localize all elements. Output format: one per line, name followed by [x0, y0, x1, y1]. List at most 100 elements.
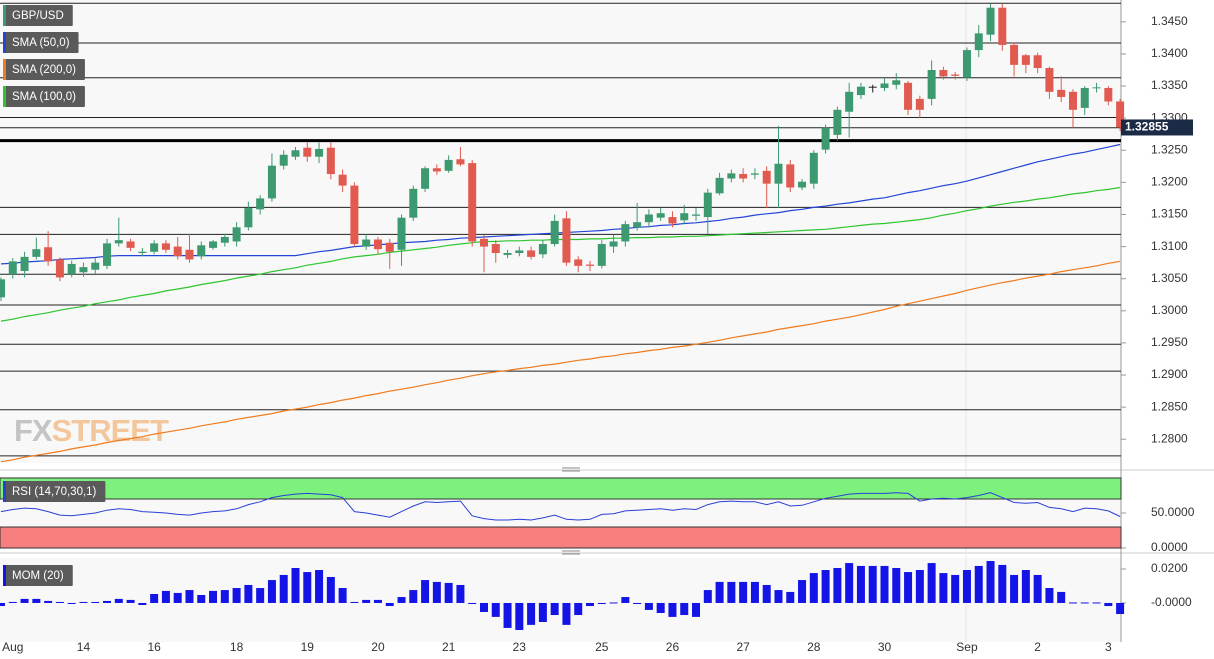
candle-body	[232, 227, 241, 242]
candle-body	[385, 242, 394, 252]
mom-bar	[267, 580, 276, 603]
candle-body	[621, 224, 630, 242]
candle-body	[609, 241, 618, 247]
candle-body	[244, 208, 253, 228]
candle-body	[67, 263, 76, 275]
candle-body	[951, 74, 960, 76]
candle-body	[774, 163, 783, 184]
mom-bar	[597, 602, 606, 604]
candle-body	[421, 168, 430, 189]
mom-bar	[538, 602, 547, 622]
mom-bar	[586, 602, 594, 607]
x-tick-label: 30	[878, 640, 892, 654]
candle-body	[326, 147, 335, 175]
y-tick-label: 1.3350	[1151, 78, 1188, 92]
y-tick-label: 1.3450	[1151, 14, 1188, 28]
candle-body	[491, 244, 500, 254]
candle-body	[209, 241, 218, 248]
mom-bar	[644, 602, 653, 610]
mom-bar	[609, 602, 618, 604]
candle-body	[1057, 89, 1066, 97]
x-tick-label: 21	[442, 640, 456, 654]
mom-bar	[915, 570, 924, 603]
candle-body	[538, 244, 547, 255]
candle-body	[409, 188, 418, 218]
mom-bar	[939, 573, 948, 603]
y-tick-label: 1.2800	[1151, 431, 1188, 445]
legend-label: SMA (100,0)	[12, 91, 76, 103]
mom-bar	[20, 598, 29, 603]
mom-bar	[197, 594, 206, 603]
candle-body	[633, 222, 642, 228]
oversold-band	[0, 526, 1122, 549]
x-tick-label: 19	[301, 640, 315, 654]
candle-body	[1033, 55, 1042, 69]
candle-body	[456, 159, 465, 165]
candle-body	[1021, 55, 1030, 65]
mom-bar	[126, 599, 135, 603]
mom-bar	[491, 602, 500, 617]
legend-label: MOM (20)	[12, 570, 64, 582]
mom-bar	[833, 567, 842, 603]
candle-body	[715, 177, 724, 194]
resize-handle[interactable]	[562, 467, 580, 555]
mom-bar	[44, 600, 53, 603]
mom-bar	[232, 588, 241, 603]
mom-bar	[444, 582, 453, 603]
candle-body	[350, 185, 359, 245]
candle-body	[809, 152, 818, 184]
mom-bar	[55, 601, 64, 603]
rsi-line	[0, 492, 1121, 521]
x-tick-label: 25	[595, 640, 609, 654]
mom-bar	[845, 563, 854, 603]
mom-bar	[856, 565, 865, 603]
mom-bar	[8, 601, 17, 603]
x-tick-label: 2	[1034, 640, 1041, 654]
legend-swatch	[3, 565, 6, 586]
mom-bar	[868, 565, 877, 603]
y-tick-label: 1.2850	[1151, 399, 1188, 413]
mom-bar	[633, 602, 642, 604]
mom-bar	[161, 590, 170, 603]
mom-bar	[432, 581, 441, 603]
mom-bar	[1092, 602, 1101, 604]
candle-body	[362, 239, 371, 247]
candle-body	[126, 241, 135, 248]
watermark-part: FX	[14, 413, 53, 448]
mom-bar	[892, 567, 901, 603]
mom-bar	[1045, 588, 1054, 603]
y-tick-label: -0.0000	[1151, 595, 1192, 609]
mom-bar	[1033, 574, 1042, 603]
candle-body	[727, 173, 736, 179]
mom-bar	[279, 574, 288, 603]
mom-bar	[67, 602, 76, 604]
mom-bar	[1021, 570, 1030, 603]
candle-body	[821, 127, 830, 150]
legend-swatch	[3, 59, 6, 80]
x-tick-label: 20	[371, 640, 385, 654]
y-tick-label: 1.2900	[1151, 367, 1188, 381]
candle-body	[256, 198, 265, 210]
candle-body	[927, 69, 936, 99]
candle-body	[103, 243, 112, 266]
candle-body	[197, 245, 206, 257]
candle-body	[904, 82, 913, 110]
y-tick-label: 1.3400	[1151, 46, 1188, 60]
candle-body	[291, 150, 300, 157]
legend-label: RSI (14,70,30,1)	[12, 486, 97, 498]
legend-box	[3, 59, 85, 80]
y-tick-label: 1.3000	[1151, 303, 1188, 317]
mom-bar	[291, 567, 300, 603]
mom-bar	[256, 588, 265, 603]
candle-body	[586, 264, 594, 266]
mom-bar	[927, 563, 936, 603]
candle-body	[503, 253, 512, 255]
mom-bar	[32, 598, 41, 603]
mom-bar	[974, 565, 983, 603]
candle-body	[597, 244, 606, 266]
mom-bar	[1010, 574, 1019, 603]
candle-body	[1080, 87, 1089, 108]
mom-bar	[479, 602, 488, 612]
mom-bar	[527, 602, 536, 625]
mom-bar	[727, 581, 736, 603]
